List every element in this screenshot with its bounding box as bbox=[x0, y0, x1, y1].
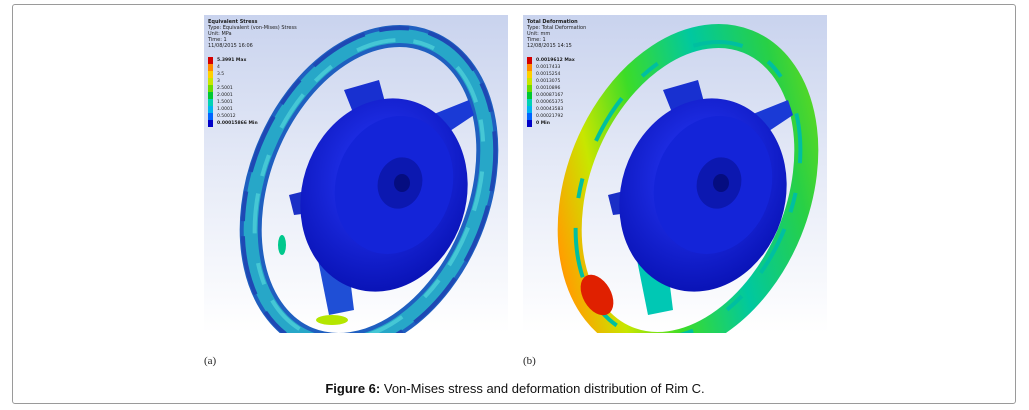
scale-swatch bbox=[527, 99, 532, 106]
scale-swatch bbox=[208, 92, 213, 99]
legend-time: Time: 1 bbox=[208, 37, 227, 43]
scale-label: 2.5001 bbox=[217, 86, 233, 91]
scale-swatch bbox=[208, 106, 213, 113]
legend-unit: Unit: MPa bbox=[208, 31, 232, 37]
color-scale: 5.3991 Max 4 3.5 3 2.5001 2.0001 1.5001 1.0001 0… bbox=[208, 57, 297, 127]
deformation-wheel-render bbox=[557, 24, 819, 333]
scale-swatch bbox=[527, 71, 532, 78]
scale-swatch bbox=[208, 57, 213, 64]
caption-text: Von-Mises stress and deformation distrib… bbox=[383, 381, 705, 396]
scale-swatch bbox=[527, 78, 532, 85]
scale-entry: 3.5 bbox=[208, 71, 297, 78]
scale-entry: 1.5001 bbox=[208, 99, 297, 106]
stress-legend: Equivalent Stress Type: Equivalent (von-… bbox=[208, 19, 297, 127]
scale-swatch bbox=[208, 78, 213, 85]
panel-a-label: (a) bbox=[204, 355, 217, 367]
stress-panel: Equivalent Stress Type: Equivalent (von-… bbox=[204, 15, 508, 333]
scale-swatch bbox=[527, 64, 532, 71]
legend-date: 11/08/2015 16:06 bbox=[208, 43, 253, 49]
scale-label: 0.00043583 bbox=[536, 107, 564, 112]
scale-entry: 0.0010896 bbox=[527, 85, 586, 92]
scale-label: 4 bbox=[217, 65, 220, 70]
scale-swatch bbox=[208, 85, 213, 92]
scale-swatch bbox=[527, 57, 532, 64]
scale-entry: 0.0019612 Max bbox=[527, 57, 586, 64]
scale-swatch bbox=[527, 106, 532, 113]
scale-entry: 0.0015254 bbox=[527, 71, 586, 78]
figure-frame: Equivalent Stress Type: Equivalent (von-… bbox=[12, 4, 1016, 404]
scale-label: 5.3991 Max bbox=[217, 58, 247, 63]
scale-swatch bbox=[527, 92, 532, 99]
scale-entry: 0.0013075 bbox=[527, 78, 586, 85]
scale-entry: 1.0001 bbox=[208, 106, 297, 113]
scale-label: 0.50012 bbox=[217, 114, 236, 119]
scale-entry: 2.5001 bbox=[208, 85, 297, 92]
legend-title: Equivalent Stress bbox=[208, 19, 258, 25]
scale-label: 0.0015254 bbox=[536, 72, 561, 77]
legend-time: Time: 1 bbox=[527, 37, 546, 43]
scale-swatch bbox=[208, 71, 213, 78]
scale-label: 0.00015866 Min bbox=[217, 121, 258, 126]
scale-swatch bbox=[527, 113, 532, 120]
scale-label: 0.0017433 bbox=[536, 65, 561, 70]
color-scale: 0.0019612 Max 0.0017433 0.0015254 0.0013075… bbox=[527, 57, 586, 127]
scale-label: 3 bbox=[217, 79, 220, 84]
caption-label: Figure 6: bbox=[325, 381, 381, 396]
scale-label: 0 Min bbox=[536, 121, 550, 126]
scale-label: 3.5 bbox=[217, 72, 225, 77]
scale-entry: 3 bbox=[208, 78, 297, 85]
scale-label: 0.00065375 bbox=[536, 100, 564, 105]
legend-type: Type: Total Deformation bbox=[527, 25, 587, 31]
scale-entry: 0.50012 bbox=[208, 113, 297, 120]
scale-label: 0.0013075 bbox=[536, 79, 561, 84]
panel-b-label: (b) bbox=[523, 355, 536, 367]
scale-entry: 0.00021792 bbox=[527, 113, 586, 120]
scale-label: 0.0019612 Max bbox=[536, 58, 575, 63]
deformation-panel: Total Deformation Type: Total Deformatio… bbox=[523, 15, 827, 333]
scale-entry: 0.00087167 bbox=[527, 92, 586, 99]
scale-entry: 0.00043583 bbox=[527, 106, 586, 113]
scale-label: 0.00087167 bbox=[536, 93, 564, 98]
scale-entry: 0.00065375 bbox=[527, 99, 586, 106]
scale-entry: 2.0001 bbox=[208, 92, 297, 99]
scale-entry: 4 bbox=[208, 64, 297, 71]
scale-swatch bbox=[208, 64, 213, 71]
legend-type: Type: Equivalent (von-Mises) Stress bbox=[208, 25, 297, 31]
scale-label: 2.0001 bbox=[217, 93, 233, 98]
scale-swatch bbox=[527, 120, 532, 127]
scale-entry: 0.0017433 bbox=[527, 64, 586, 71]
scale-label: 0.00021792 bbox=[536, 114, 564, 119]
figure-caption: Figure 6: Von-Mises stress and deformati… bbox=[13, 381, 1017, 396]
scale-swatch bbox=[208, 120, 213, 127]
scale-label: 0.0010896 bbox=[536, 86, 561, 91]
scale-swatch bbox=[527, 85, 532, 92]
scale-swatch bbox=[208, 99, 213, 106]
scale-entry: 0 Min bbox=[527, 120, 586, 127]
scale-label: 1.5001 bbox=[217, 100, 233, 105]
scale-label: 1.0001 bbox=[217, 107, 233, 112]
legend-title: Total Deformation bbox=[527, 19, 578, 25]
stress-wheel-render bbox=[239, 25, 499, 333]
legend-unit: Unit: mm bbox=[527, 31, 551, 37]
scale-entry: 0.00015866 Min bbox=[208, 120, 297, 127]
deformation-legend: Total Deformation Type: Total Deformatio… bbox=[527, 19, 586, 127]
scale-swatch bbox=[208, 113, 213, 120]
legend-date: 12/08/2015 14:15 bbox=[527, 43, 572, 49]
scale-entry: 5.3991 Max bbox=[208, 57, 297, 64]
